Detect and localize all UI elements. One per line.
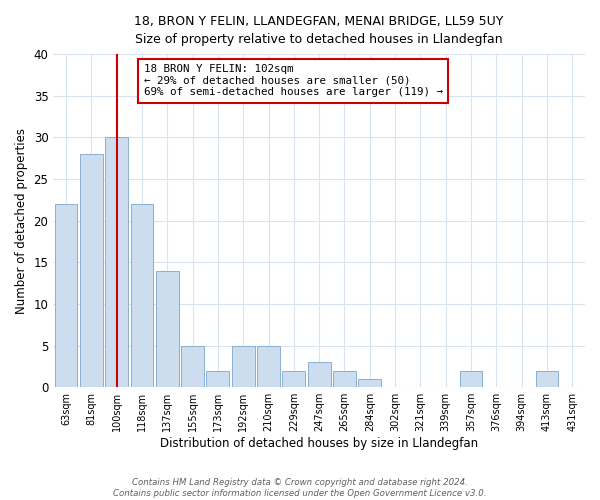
Bar bbox=[80, 154, 103, 387]
Bar bbox=[283, 370, 305, 387]
Y-axis label: Number of detached properties: Number of detached properties bbox=[15, 128, 28, 314]
X-axis label: Distribution of detached houses by size in Llandegfan: Distribution of detached houses by size … bbox=[160, 437, 478, 450]
Bar bbox=[206, 370, 229, 387]
Bar bbox=[156, 270, 179, 387]
Bar bbox=[55, 204, 77, 387]
Bar bbox=[460, 370, 482, 387]
Bar bbox=[333, 370, 356, 387]
Bar bbox=[257, 346, 280, 387]
Text: Contains HM Land Registry data © Crown copyright and database right 2024.
Contai: Contains HM Land Registry data © Crown c… bbox=[113, 478, 487, 498]
Bar bbox=[131, 204, 154, 387]
Text: 18 BRON Y FELIN: 102sqm
← 29% of detached houses are smaller (50)
69% of semi-de: 18 BRON Y FELIN: 102sqm ← 29% of detache… bbox=[143, 64, 443, 98]
Bar bbox=[105, 138, 128, 387]
Bar bbox=[358, 379, 381, 387]
Bar bbox=[308, 362, 331, 387]
Bar bbox=[536, 370, 559, 387]
Bar bbox=[232, 346, 254, 387]
Title: 18, BRON Y FELIN, LLANDEGFAN, MENAI BRIDGE, LL59 5UY
Size of property relative t: 18, BRON Y FELIN, LLANDEGFAN, MENAI BRID… bbox=[134, 15, 504, 46]
Bar bbox=[181, 346, 204, 387]
